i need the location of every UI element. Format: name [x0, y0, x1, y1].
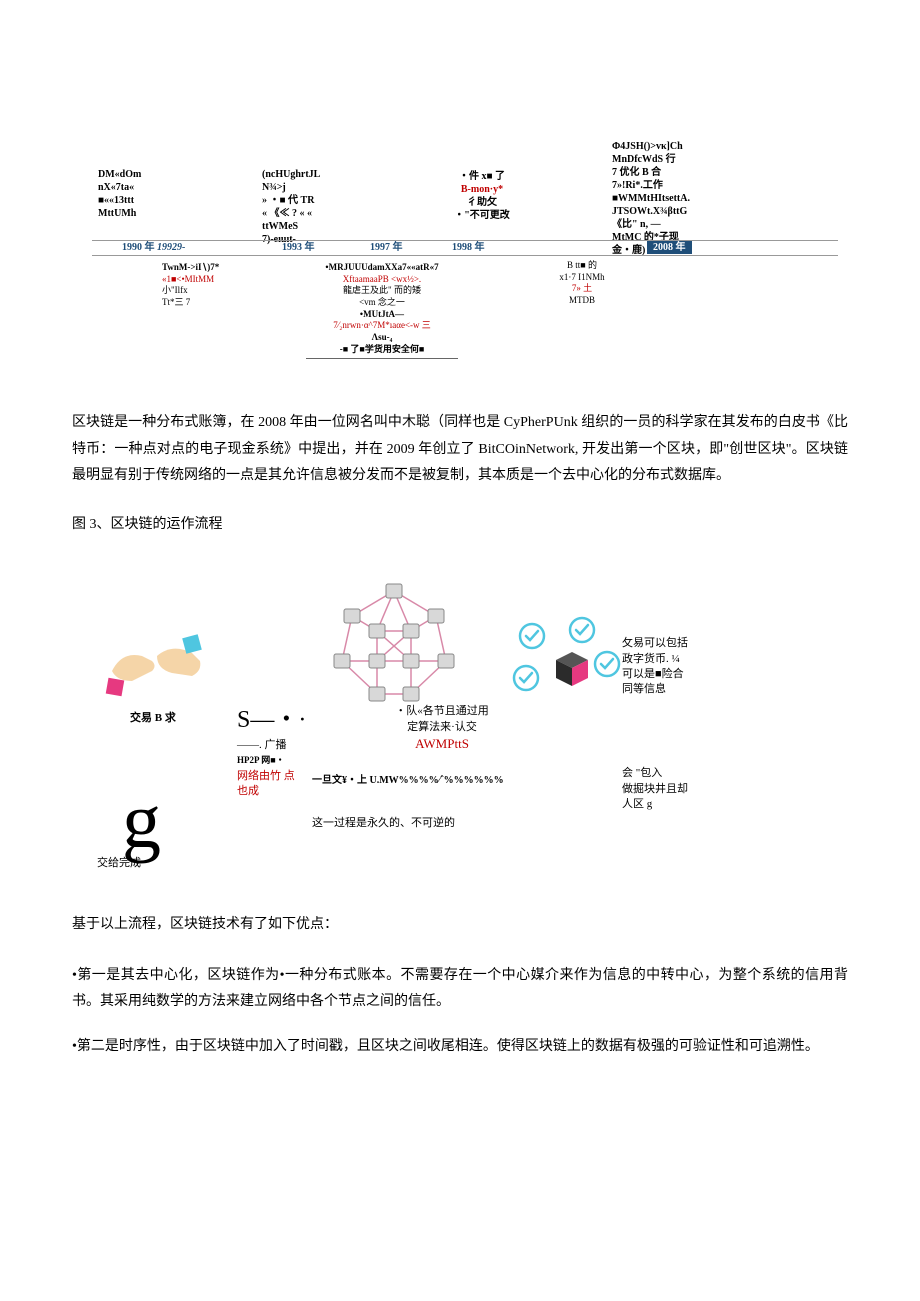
- bullet-time-sequence: •第二是时序性，由于区块链中加入了时间戳，且区块之间收尾相连。使得区块链上的数据…: [72, 1034, 848, 1061]
- year-1990-suffix: 19929-: [155, 242, 186, 253]
- flow-label-request: 交易 B 求: [130, 711, 176, 726]
- tb1-line: TwnM->iI∖)7*: [162, 262, 252, 274]
- tl1-line: DM«dOm: [98, 168, 178, 181]
- flow-label-complete: 交给完成: [97, 856, 141, 871]
- tl3-line: B-mon·y*: [432, 183, 532, 196]
- year-1993: 1993 年: [282, 240, 315, 256]
- timeline-box-3: ・件 x■ 了 B-mon·y* 彳助攵 ・"不可更改: [432, 170, 532, 222]
- timeline-figure: DM«dOm nX«7ta« ■««13ttt MttUMh (ncHUghrt…: [72, 140, 848, 380]
- flow-label-content: 攵易可以包括 政字货币. ¼ 可以是■险合 同等信息: [622, 636, 722, 698]
- tb2-line: -■ 了■学货用安全何■: [287, 344, 477, 356]
- flow-label-permanent: 这一过程是永久的、不可逆的: [312, 816, 455, 831]
- network-icon: [327, 576, 462, 711]
- tb2-line: Λsu-₄: [287, 332, 477, 344]
- year-1990-label: 1990 年: [122, 242, 155, 253]
- flow-ct-line: 政字货币. ¼: [622, 652, 722, 667]
- tb1-line: «1■<•MItMM: [162, 274, 252, 286]
- tl1-line: MttUMh: [98, 207, 178, 220]
- tb1-line: 小"Ilfx: [162, 285, 252, 297]
- tl2-line: (ncHUghrtJL: [262, 168, 362, 181]
- year-1990: 1990 年 19929-: [122, 240, 185, 256]
- tl4-line: Φ4JSH()>vκ]Ch: [612, 140, 742, 153]
- flow-label-block: 会 "包入 做掘块井且却 人区 g: [622, 766, 722, 812]
- flow-bc-line: HP2P 网■・: [237, 755, 285, 765]
- tl2-line: » ・■ 代 TR: [262, 194, 362, 207]
- tl3-line: ・"不可更改: [432, 209, 532, 222]
- flow-ct-line: 可以是■险合: [622, 667, 722, 682]
- tl4-line: ■WMMtHItsettA.: [612, 192, 742, 205]
- tl4-line: JTSOWt.X¾βttG: [612, 205, 742, 218]
- tl2-line: « 《≪ ? « «: [262, 207, 362, 220]
- flow-ct-line: 攵易可以包括: [622, 636, 722, 651]
- flow-vf-line: 定算法来·认交: [372, 720, 512, 735]
- tb2-line: 7⁄₂nrwn·α^7M*ıaαe<-w 三: [287, 320, 477, 332]
- tb2-line: •MRJUUUdamXXa7««atR«7: [287, 262, 477, 274]
- tb2-line: 龍虐王及此" 而的矮: [287, 285, 477, 297]
- tb3-line: MTDB: [542, 295, 622, 307]
- timeline-bottom-3: B tt■ 的 x1·7 I1NMh 7» 土 MTDB: [542, 260, 622, 307]
- paragraph-blockchain-intro: 区块链是一种分布式账簿，在 2008 年由一位网名叫中木聪（同样也是 CyPhe…: [72, 410, 848, 490]
- timeline-box-1: DM«dOm nX«7ta« ■««13ttt MttUMh: [98, 168, 178, 220]
- flow-vf-line: ・队«各节且通过用: [372, 704, 512, 719]
- tl3-line: ・件 x■ 了: [432, 170, 532, 183]
- tl2-line: N¾>j: [262, 181, 362, 194]
- timeline-axis: 1990 年 19929- 1993 年 1997 年 1998 年 2008 …: [92, 240, 838, 256]
- flow-ct-line: 同等信息: [622, 682, 722, 697]
- tb3-line: 7» 土: [542, 283, 622, 295]
- paragraph-advantages-intro: 基于以上流程，区块链技术有了如下优点：: [72, 912, 848, 939]
- year-2008-box: 2008 年: [647, 241, 692, 254]
- year-1997: 1997 年: [370, 240, 403, 256]
- flow-label-verify: ・队«各节且通过用 定算法来·认交 AWMPttS: [372, 704, 512, 753]
- flow-bc-line: 网络由竹 点: [237, 770, 295, 782]
- tl1-line: nX«7ta«: [98, 181, 178, 194]
- year-2008: 2008 年: [647, 240, 692, 256]
- flow-bc-line: ——. 广播: [237, 739, 287, 751]
- tl1-line: ■««13ttt: [98, 194, 178, 207]
- flow-bl-line: 人区 g: [622, 797, 722, 812]
- tl4-line: 《比" n, —: [612, 218, 742, 231]
- tb2-line: •MUtJtA—: [287, 309, 477, 321]
- year-1998: 1998 年: [452, 240, 485, 256]
- tb3-line: B tt■ 的: [542, 260, 622, 272]
- tl2-line: ttWMeS: [262, 220, 362, 233]
- flow-bl-line: 做掘块井且却: [622, 782, 722, 797]
- bullet-decentralization: •第一是其去中心化，区块链作为•一种分布式账本。不需要存在一个中心媒介来作为信息…: [72, 963, 848, 1016]
- divider: [306, 358, 458, 359]
- timeline-bottom-1: TwnM->iI∖)7* «1■<•MItMM 小"Ilfx Tt*三 7: [162, 262, 252, 309]
- tl4-line: MnDfcWdS 行: [612, 153, 742, 166]
- flow-label-once: 一旦文¥・上 U.MW%%%%⁄ˆ%%%%%%: [312, 774, 504, 788]
- figure-3-caption: 图 3、区块链的运作流程: [72, 514, 848, 536]
- checks-cube-icon: [512, 616, 622, 706]
- tl4-line: 7 优化 B 合: [612, 166, 742, 179]
- flow-vf-line: AWMPttS: [372, 735, 512, 753]
- tb2-line: <vm 念之一: [287, 297, 477, 309]
- tl3-line: 彳助攵: [432, 196, 532, 209]
- tl4-line: 7»!Ri*.工作: [612, 179, 742, 192]
- flow-s: S—・·: [237, 707, 306, 733]
- flow-bc-line: 也成: [237, 785, 259, 797]
- flow-bl-line: 会 "包入: [622, 766, 722, 781]
- timeline-box-2: (ncHUghrtJL N¾>j » ・■ 代 TR « 《≪ ? « « tt…: [262, 168, 362, 246]
- tb1-line: Tt*三 7: [162, 297, 252, 309]
- timeline-bottom-2: •MRJUUUdamXXa7««atR«7 XftaamaaPB <wx½>. …: [287, 262, 477, 359]
- tb2-line: XftaamaaPB <wx½>.: [287, 274, 477, 286]
- hands-icon: [102, 631, 212, 701]
- flow-figure: 交易 B 求 S—・· ——. 广播 HP2P 网■・ 网络由竹 点 也成 ・队…: [72, 566, 848, 876]
- tb3-line: x1·7 I1NMh: [542, 272, 622, 284]
